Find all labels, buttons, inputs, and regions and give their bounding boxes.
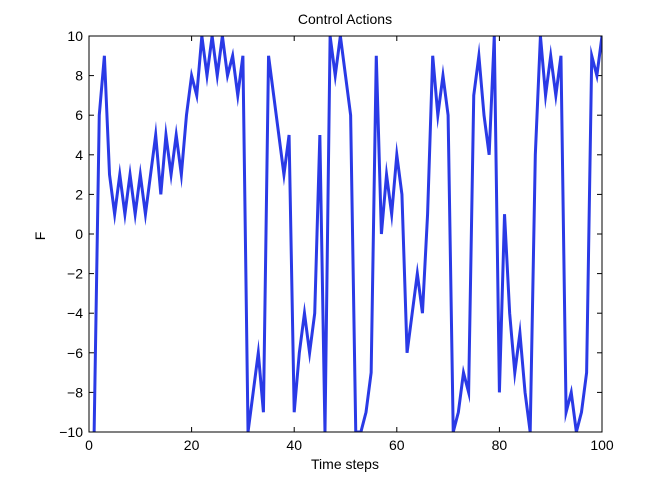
y-tick-label: 10 — [67, 28, 83, 44]
y-tick-label: 0 — [75, 226, 83, 242]
x-tick-label: 60 — [389, 437, 405, 453]
x-tick-label: 20 — [184, 437, 200, 453]
y-tick-label: −6 — [67, 345, 83, 361]
y-axis-label: F — [32, 232, 48, 241]
y-tick-label: 6 — [75, 107, 83, 123]
plot-frame — [88, 35, 603, 433]
y-tick-label: 4 — [75, 147, 83, 163]
x-tick-label: 0 — [85, 437, 93, 453]
x-axis-label: Time steps — [311, 456, 379, 472]
x-tick-label: 40 — [286, 437, 302, 453]
chart-title: Control Actions — [298, 11, 392, 27]
y-tick-label: 8 — [75, 68, 83, 84]
y-tick-label: 2 — [75, 186, 83, 202]
series-layer — [92, 36, 602, 432]
y-tick-label: −10 — [59, 424, 83, 440]
series-line-1 — [92, 36, 602, 432]
x-tick-label: 100 — [590, 437, 614, 453]
y-tick-label: −2 — [67, 266, 83, 282]
y-tick-label: −4 — [67, 305, 83, 321]
y-tick-label: −8 — [67, 384, 83, 400]
axis-tick-labels: 0 20 40 60 80 100 −10 −8 −6 −4 −2 0 2 4 6 8 10 — [59, 28, 614, 453]
x-tick-label: 80 — [492, 437, 508, 453]
